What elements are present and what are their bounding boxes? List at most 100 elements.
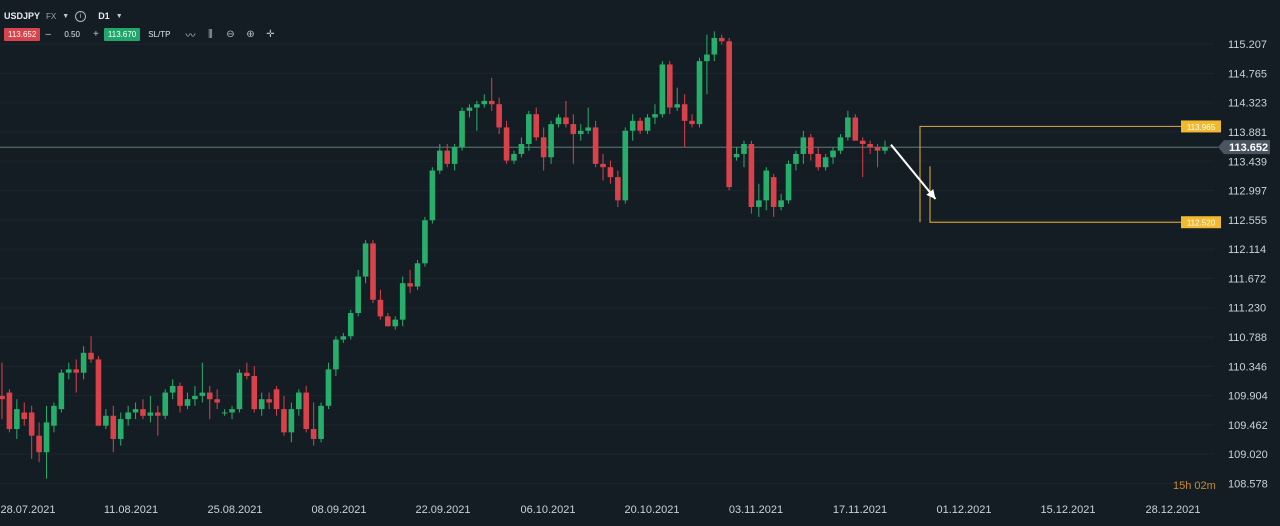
x-axis: 28.07.2021 11.08.2021 25.08.2021 08.09.2021…: [0, 504, 1200, 516]
x-tick-label: 11.08.2021: [104, 504, 158, 516]
candle-body: [177, 385, 183, 406]
candle-body: [251, 376, 258, 410]
candle-body: [882, 147, 888, 151]
x-tick-label: 15.12.2021: [1040, 504, 1095, 516]
market-label[interactable]: FX: [46, 11, 57, 21]
candle-body: [199, 392, 206, 396]
y-tick-label: 114.323: [1228, 98, 1267, 110]
candle-body: [563, 117, 569, 125]
candle-body: [132, 409, 139, 413]
info-icon[interactable]: i: [75, 10, 87, 22]
candle-body: [303, 392, 310, 430]
candle-body: [733, 153, 740, 158]
candle-body: [36, 435, 42, 453]
candle-body: [696, 61, 703, 125]
y-tick-label: 110.346: [1228, 361, 1267, 373]
candle-body: [548, 124, 554, 158]
candle-body: [385, 316, 391, 327]
zoom-in-icon[interactable]: ⊕: [246, 28, 255, 40]
candle-body: [422, 220, 428, 264]
y-tick-label: 109.904: [1228, 391, 1268, 403]
symbol-label[interactable]: USDJPY: [4, 11, 41, 21]
candle-body: [622, 130, 629, 201]
candle-body: [414, 263, 421, 287]
candles-icon[interactable]: ⫼: [208, 28, 213, 40]
candle-body: [58, 372, 65, 410]
trend-arrow-line: [890, 144, 937, 200]
candle-body: [362, 243, 369, 277]
candle-body: [496, 104, 502, 128]
trend-arrow-head: [926, 189, 936, 199]
candle-body: [21, 412, 28, 420]
y-tick-label: 112.555: [1228, 215, 1267, 227]
candle-body: [407, 283, 413, 287]
candle-body: [318, 405, 324, 439]
candle-body: [555, 117, 562, 125]
candle-body: [785, 163, 792, 201]
candle-body: [340, 336, 347, 340]
buy-price-button[interactable]: 113.670: [103, 27, 141, 41]
candle-body: [310, 429, 317, 439]
support-price-tag: 112.520: [1187, 219, 1216, 228]
x-tick-label: 28.07.2021: [0, 504, 55, 516]
candle-body: [333, 339, 339, 370]
timeframe-label[interactable]: D1: [98, 11, 110, 21]
timeframe-dropdown-icon[interactable]: ▼: [115, 12, 123, 20]
candle-body: [874, 147, 881, 151]
candle-body: [28, 412, 35, 436]
lot-decrease-button[interactable]: –: [45, 28, 52, 40]
resistance-price-tag: 113.965: [1187, 123, 1216, 132]
line-chart-icon[interactable]: 〰: [185, 30, 196, 42]
candle-body: [43, 422, 50, 453]
candle-body: [718, 37, 725, 42]
x-tick-label: 03.11.2021: [729, 504, 783, 516]
candle-body: [852, 117, 859, 141]
candle-body: [459, 110, 465, 148]
candle-body: [800, 137, 807, 154]
crosshair-icon[interactable]: ✛: [266, 28, 275, 40]
candle-body: [540, 137, 547, 158]
y-tick-label: 109.020: [1228, 449, 1268, 461]
market-dropdown-icon[interactable]: ▼: [62, 12, 70, 20]
lot-size-input[interactable]: 0.50: [64, 29, 80, 39]
candle-body: [147, 412, 154, 416]
sell-price-button[interactable]: 113.652: [4, 27, 41, 41]
candle-body: [481, 100, 488, 105]
candle-body: [80, 352, 87, 373]
candle-body: [266, 399, 272, 403]
candle-body: [214, 399, 220, 403]
candle-body: [296, 392, 302, 410]
y-tick-label: 115.207: [1228, 39, 1267, 51]
candle-body: [637, 120, 643, 131]
y-tick-label: 114.765: [1228, 68, 1267, 80]
candle-body: [355, 276, 361, 314]
x-tick-label: 22.09.2021: [415, 504, 470, 516]
sltp-button[interactable]: SL/TP: [148, 29, 171, 39]
candle-body: [763, 170, 770, 201]
y-tick-label: 112.114: [1228, 244, 1266, 256]
resistance-line: [919, 125, 1182, 223]
candle-body: [607, 167, 614, 178]
candle-body: [65, 369, 72, 373]
candle-body: [652, 114, 658, 118]
candle-body: [793, 153, 799, 164]
y-tick-label: 113.439: [1228, 156, 1267, 168]
candle-timer: 15h 02m: [1173, 480, 1216, 492]
candle-body: [14, 409, 20, 430]
x-tick-label: 17.11.2021: [833, 504, 887, 516]
lot-increase-button[interactable]: +: [92, 28, 99, 40]
candle-body: [192, 395, 198, 400]
candle-body: [125, 412, 131, 420]
candle-body: [95, 359, 102, 426]
y-tick-label: 108.578: [1228, 479, 1268, 491]
candle-body: [756, 200, 762, 207]
candle-body: [51, 405, 57, 426]
candle-body: [511, 153, 517, 161]
candle-body: [600, 163, 606, 168]
x-tick-label: 28.12.2021: [1145, 504, 1200, 516]
zoom-out-icon[interactable]: ⊖: [226, 28, 235, 40]
x-tick-label: 08.09.2021: [311, 504, 366, 516]
candle-body: [488, 100, 495, 105]
